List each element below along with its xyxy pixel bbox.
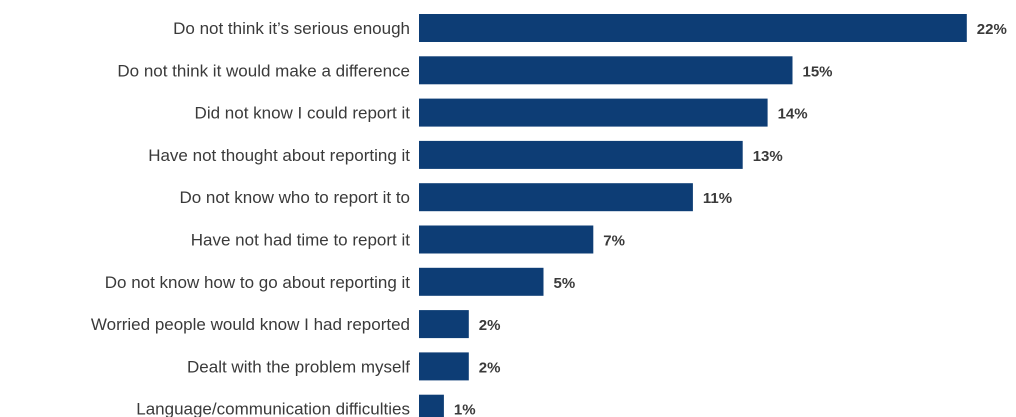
category-labels: Do not think it’s serious enough Do not t… <box>91 19 410 417</box>
value-label: 14% <box>778 106 808 123</box>
category-label: Do not know who to report it to <box>179 188 410 207</box>
value-label: 11% <box>703 190 732 207</box>
value-label: 22% <box>977 21 1007 38</box>
bar <box>419 225 594 254</box>
bar <box>419 140 743 169</box>
category-label: Do not think it’s serious enough <box>173 19 410 38</box>
bar <box>419 183 693 212</box>
bars <box>419 14 967 417</box>
bar <box>419 394 444 417</box>
value-label: 2% <box>479 317 501 334</box>
value-label: 7% <box>603 233 625 250</box>
value-label: 13% <box>753 148 783 165</box>
value-label: 15% <box>803 63 833 80</box>
category-label: Do not know how to go about reporting it <box>105 273 411 292</box>
category-label: Have not had time to report it <box>191 231 411 250</box>
value-label: 2% <box>479 359 501 376</box>
category-label: Dealt with the problem myself <box>187 357 410 376</box>
value-label: 5% <box>554 275 576 292</box>
category-label: Worried people would know I had reported <box>91 315 410 334</box>
category-label: Do not think it would make a difference <box>117 61 410 80</box>
bar <box>419 352 469 381</box>
bar <box>419 56 793 85</box>
category-label: Have not thought about reporting it <box>148 146 410 165</box>
category-label: Did not know I could report it <box>195 104 411 123</box>
bar <box>419 310 469 339</box>
value-label: 1% <box>454 402 476 417</box>
bar <box>419 14 967 42</box>
bar <box>419 267 544 296</box>
value-labels: 22% 15% 14% 13% 11% 7% 5% 2% 2% 1% <box>454 21 1007 417</box>
bar <box>419 98 768 127</box>
category-label: Language/communication difficulties <box>136 400 410 417</box>
